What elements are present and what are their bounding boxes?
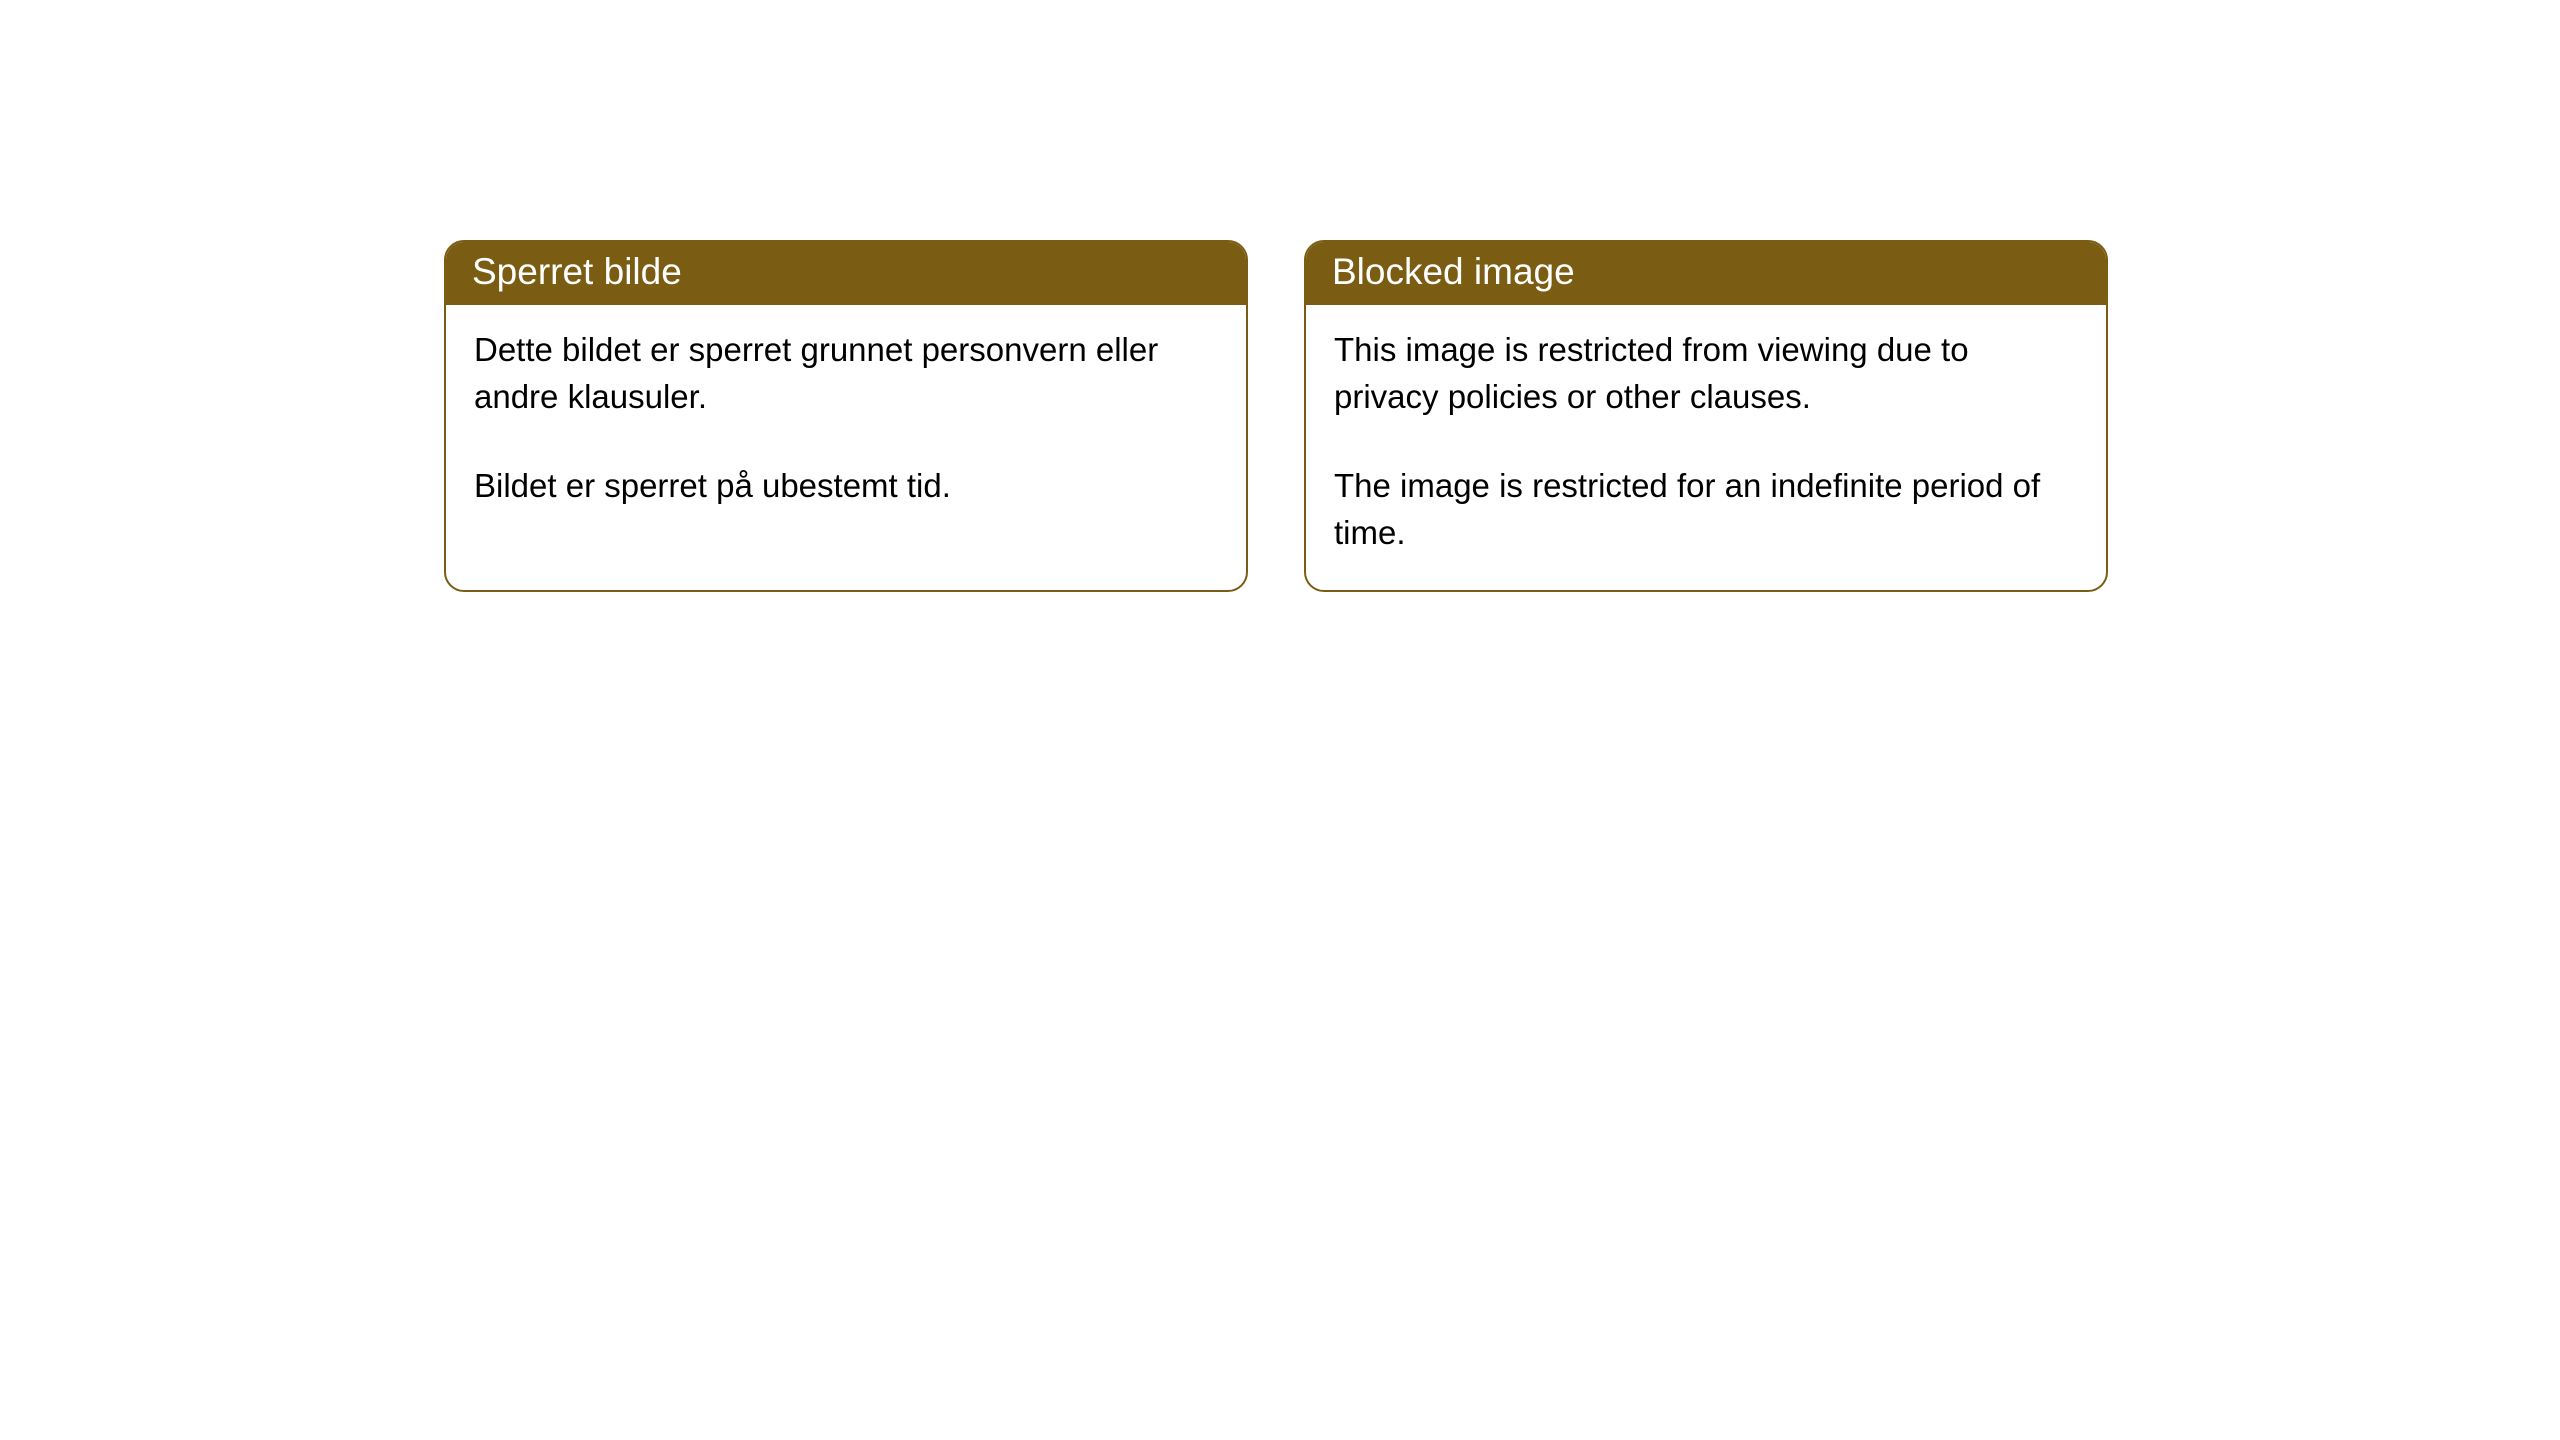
notice-card-norwegian: Sperret bilde Dette bildet er sperret gr… <box>444 240 1248 592</box>
card-title: Sperret bilde <box>472 251 682 292</box>
card-header: Blocked image <box>1306 242 2106 305</box>
card-paragraph: Dette bildet er sperret grunnet personve… <box>474 327 1218 421</box>
card-paragraph: The image is restricted for an indefinit… <box>1334 463 2078 557</box>
card-title: Blocked image <box>1332 251 1575 292</box>
notice-card-english: Blocked image This image is restricted f… <box>1304 240 2108 592</box>
card-header: Sperret bilde <box>446 242 1246 305</box>
card-paragraph: This image is restricted from viewing du… <box>1334 327 2078 421</box>
card-body: This image is restricted from viewing du… <box>1306 305 2106 590</box>
notice-cards-container: Sperret bilde Dette bildet er sperret gr… <box>444 240 2108 592</box>
card-body: Dette bildet er sperret grunnet personve… <box>446 305 1246 544</box>
card-paragraph: Bildet er sperret på ubestemt tid. <box>474 463 1218 510</box>
